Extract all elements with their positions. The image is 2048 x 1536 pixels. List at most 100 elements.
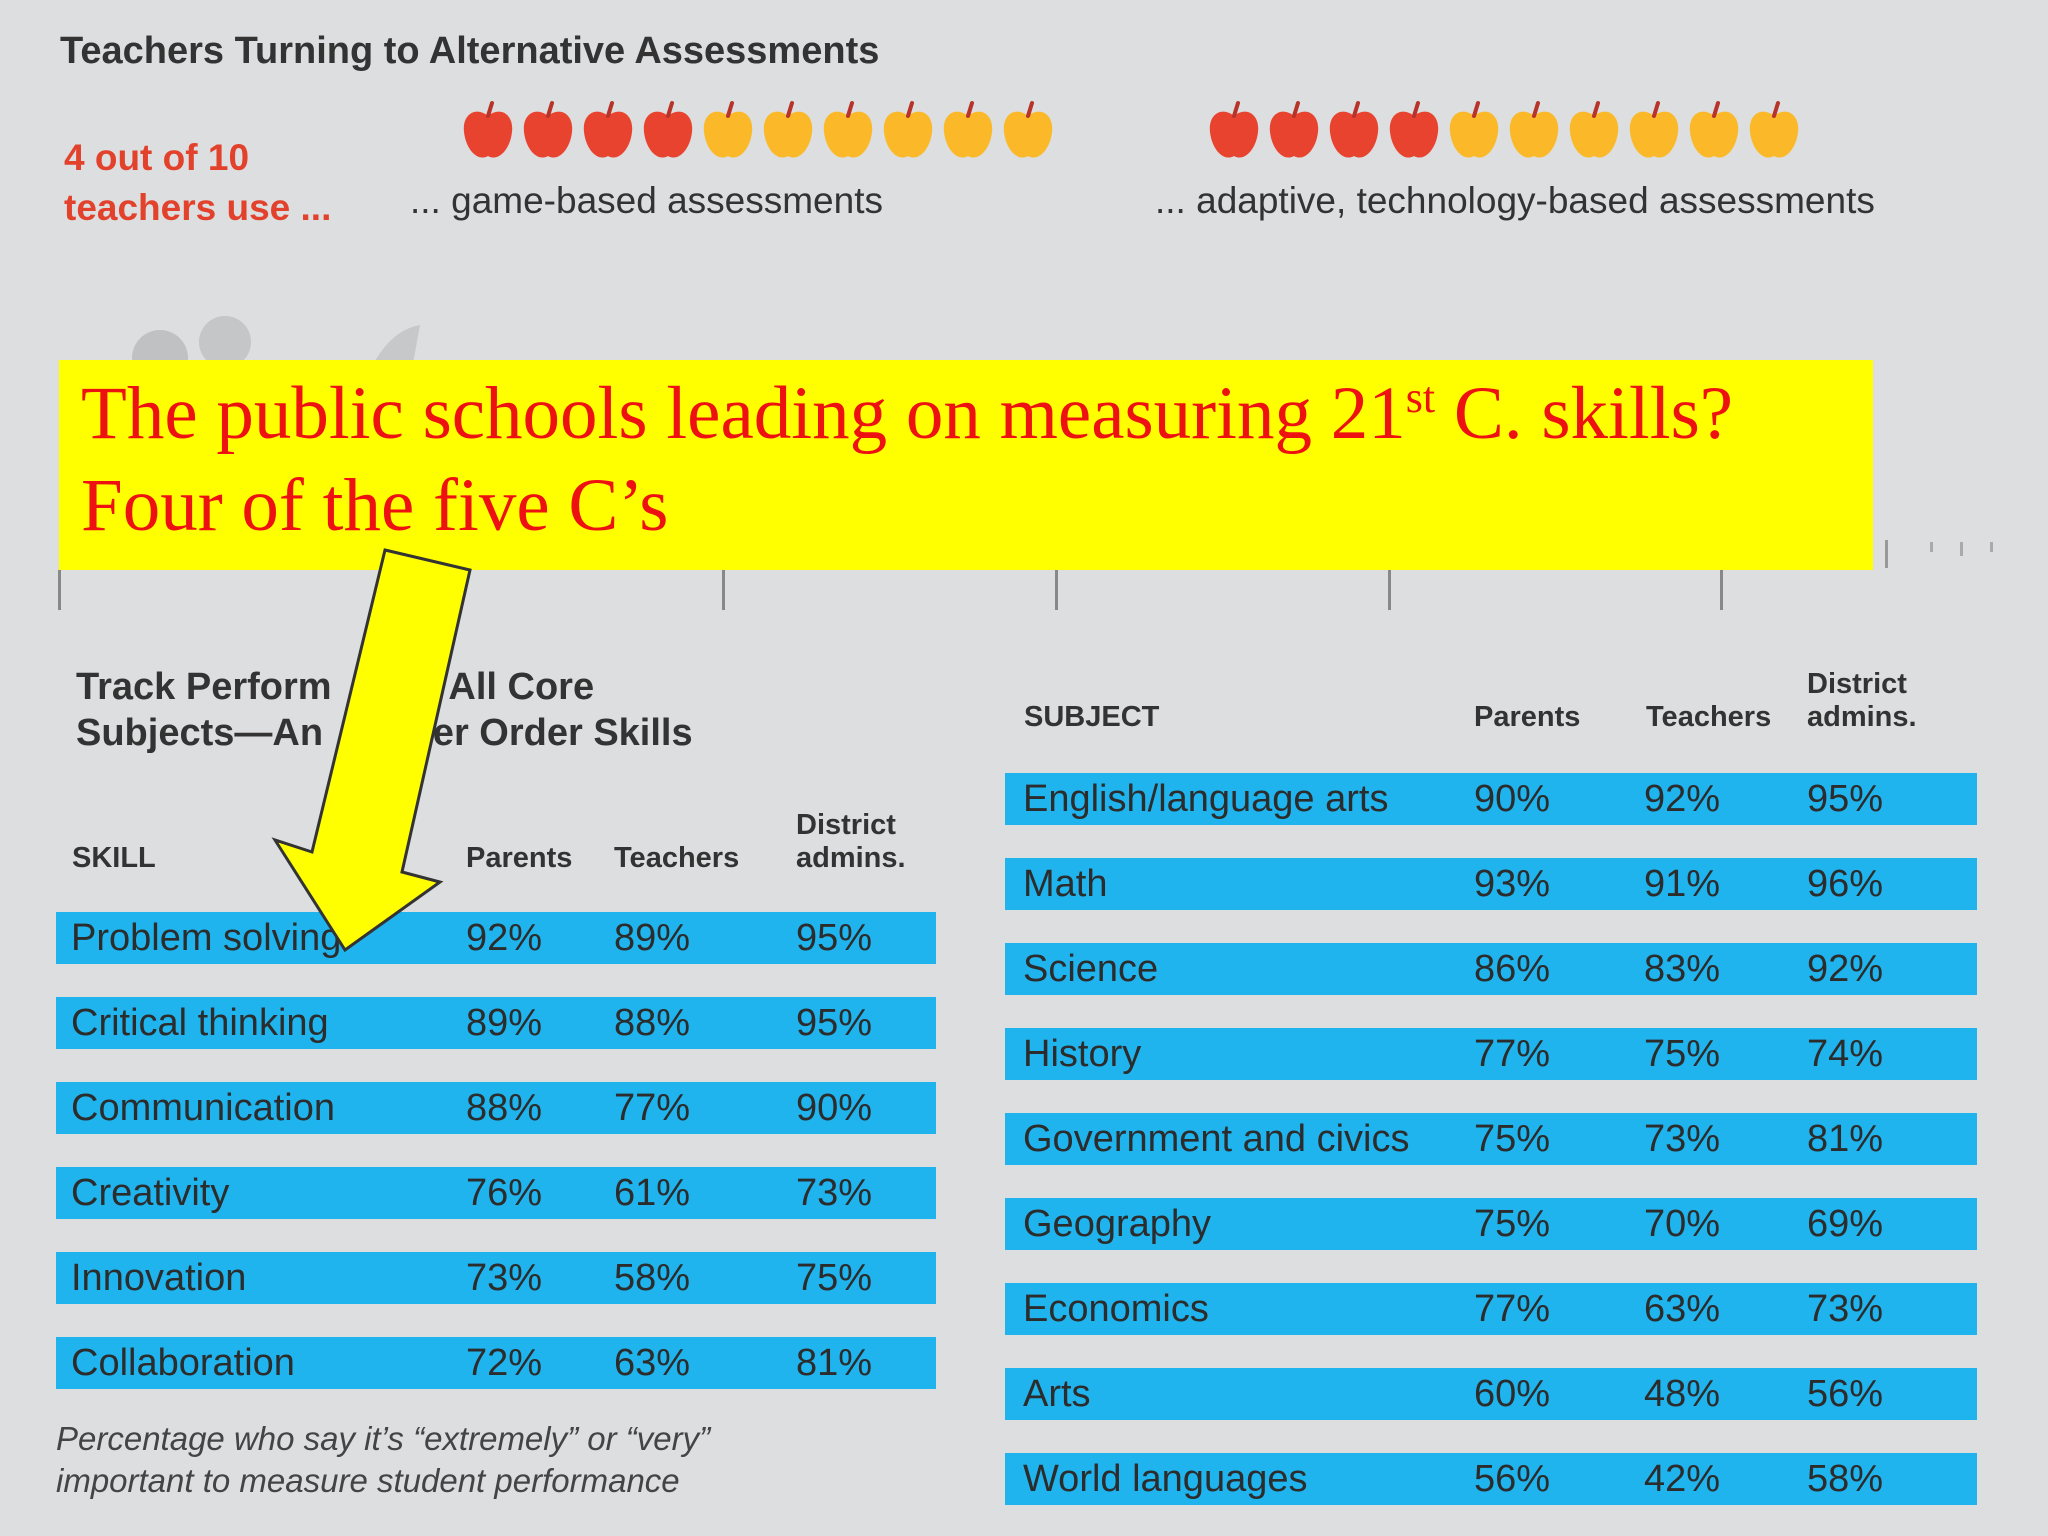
row-teachers-value: 70% — [1644, 1203, 1721, 1245]
row-parents-value: 90% — [1474, 778, 1551, 820]
row-district-value: 56% — [1807, 1373, 1884, 1415]
footnote-line-1: Percentage who say it’s “extremely” or “… — [56, 1420, 711, 1457]
row-label: Creativity — [71, 1172, 230, 1214]
table-row: Arts 60% 48% 56% — [1005, 1368, 1977, 1420]
timeline-tick — [722, 570, 725, 610]
callout-superscript: st — [1405, 373, 1436, 422]
apple-red-icon — [462, 100, 514, 167]
row-parents-value: 60% — [1474, 1373, 1551, 1415]
apple-red-icon — [582, 100, 634, 167]
row-teachers-value: 83% — [1644, 948, 1721, 990]
skills-table-title: Track Perform e in All Core Subjects—An … — [76, 664, 693, 756]
row-label: Science — [1023, 948, 1159, 990]
timeline-tick — [1720, 570, 1723, 610]
row-teachers-value: 73% — [1644, 1118, 1721, 1160]
skills-col-header-teachers: Teachers — [614, 842, 740, 874]
row-parents-value: 75% — [1474, 1203, 1551, 1245]
row-district-value: 73% — [1807, 1288, 1884, 1330]
table-row: Innovation 73% 58% 75% — [56, 1252, 936, 1304]
row-label: Arts — [1023, 1373, 1091, 1415]
row-parents-value: 92% — [466, 917, 543, 959]
row-parents-value: 89% — [466, 1002, 543, 1044]
row-district-value: 74% — [1807, 1033, 1884, 1075]
table-row: History 77% 75% 74% — [1005, 1028, 1977, 1080]
caption-adaptive: ... adaptive, technology-based assessmen… — [1155, 180, 1875, 221]
row-parents-value: 77% — [1474, 1033, 1551, 1075]
apple-yellow-icon — [702, 100, 754, 167]
skills-footnote: Percentage who say it’s “extremely” or “… — [56, 1418, 710, 1502]
intro-line-2: teachers use ... — [64, 187, 332, 228]
skills-title-line-2: Subjects—An gher Order Skills — [76, 712, 693, 754]
row-district-value: 81% — [1807, 1118, 1884, 1160]
row-parents-value: 75% — [1474, 1118, 1551, 1160]
row-parents-value: 76% — [466, 1172, 543, 1214]
apple-yellow-icon — [1002, 100, 1054, 167]
row-district-value: 92% — [1807, 948, 1884, 990]
caption-game-based: ... game-based assessments — [410, 180, 883, 221]
row-parents-value: 86% — [1474, 948, 1551, 990]
table-row: Critical thinking 89% 88% 95% — [56, 997, 936, 1049]
row-teachers-value: 58% — [614, 1257, 691, 1299]
apple-red-icon — [1328, 100, 1380, 167]
apple-yellow-icon — [1568, 100, 1620, 167]
row-label: English/language arts — [1023, 778, 1389, 820]
row-district-value: 69% — [1807, 1203, 1884, 1245]
table-row: Creativity 76% 61% 73% — [56, 1167, 936, 1219]
apple-yellow-icon — [1748, 100, 1800, 167]
skills-col-header-district-line-1: District — [796, 809, 896, 841]
row-label: Economics — [1023, 1288, 1209, 1330]
apple-red-icon — [1388, 100, 1440, 167]
subjects-col-header-district: District admins. — [1807, 668, 1917, 734]
table-row: Collaboration 72% 63% 81% — [56, 1337, 936, 1389]
table-row: Government and civics 75% 73% 81% — [1005, 1113, 1977, 1165]
row-district-value: 75% — [796, 1257, 873, 1299]
apple-pictograph-game-based — [462, 100, 1062, 174]
table-row: Science 86% 83% 92% — [1005, 943, 1977, 995]
subjects-col-header-subject: SUBJECT — [1024, 701, 1160, 733]
callout-line-1-tail: C. skills? — [1435, 372, 1734, 455]
row-teachers-value: 61% — [614, 1172, 691, 1214]
row-label: Collaboration — [71, 1342, 295, 1384]
table-row: English/language arts 90% 92% 95% — [1005, 773, 1977, 825]
row-district-value: 95% — [796, 917, 873, 959]
row-label: Communication — [71, 1087, 335, 1129]
apple-red-icon — [522, 100, 574, 167]
row-label: Math — [1023, 863, 1108, 905]
infographic-title: Teachers Turning to Alternative Assessme… — [60, 30, 880, 72]
row-parents-value: 93% — [1474, 863, 1551, 905]
table-row: Economics 77% 63% 73% — [1005, 1283, 1977, 1335]
apple-yellow-icon — [1508, 100, 1560, 167]
skills-title-line-1: Track Perform e in All Core — [76, 666, 595, 708]
apple-pictograph-adaptive — [1208, 100, 1808, 174]
apple-yellow-icon — [1688, 100, 1740, 167]
callout-line-1: The public schools leading on measuring … — [81, 368, 1873, 460]
subjects-col-header-district-line-2: admins. — [1807, 701, 1917, 733]
table-row: Communication 88% 77% 90% — [56, 1082, 936, 1134]
apple-yellow-icon — [942, 100, 994, 167]
apple-red-icon — [1208, 100, 1260, 167]
skills-col-header-skill: SKILL — [72, 842, 156, 874]
timeline-minor-ticks — [1885, 540, 2005, 570]
row-teachers-value: 63% — [1644, 1288, 1721, 1330]
row-teachers-value: 92% — [1644, 778, 1721, 820]
subjects-col-header-teachers: Teachers — [1646, 701, 1772, 733]
row-teachers-value: 75% — [1644, 1033, 1721, 1075]
row-teachers-value: 63% — [614, 1342, 691, 1384]
subjects-col-header-district-line-1: District — [1807, 668, 1907, 700]
timeline-tick — [58, 570, 61, 610]
apple-yellow-icon — [822, 100, 874, 167]
apple-yellow-icon — [1448, 100, 1500, 167]
row-parents-value: 88% — [466, 1087, 543, 1129]
row-district-value: 58% — [1807, 1458, 1884, 1500]
callout-line-1-text: The public schools leading on measuring … — [81, 372, 1406, 455]
apple-red-icon — [1268, 100, 1320, 167]
apple-red-icon — [642, 100, 694, 167]
row-teachers-value: 88% — [614, 1002, 691, 1044]
timeline-tick — [1388, 570, 1391, 610]
row-label: Government and civics — [1023, 1118, 1410, 1160]
intro-text: 4 out of 10 teachers use ... — [64, 133, 331, 233]
row-parents-value: 56% — [1474, 1458, 1551, 1500]
row-teachers-value: 48% — [1644, 1373, 1721, 1415]
apple-yellow-icon — [882, 100, 934, 167]
row-parents-value: 73% — [466, 1257, 543, 1299]
